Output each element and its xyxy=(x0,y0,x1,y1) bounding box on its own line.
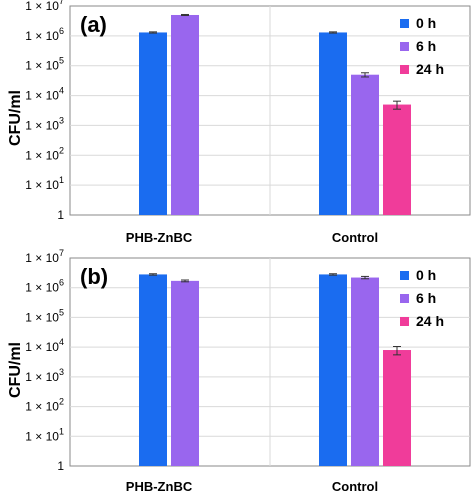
legend-swatch xyxy=(400,294,409,303)
legend-swatch xyxy=(400,65,409,74)
bar-0h-control xyxy=(319,32,347,215)
y-tick-label: 1 × 107 xyxy=(25,248,64,265)
legend-label: 0 h xyxy=(416,15,436,31)
y-tick-label: 1 xyxy=(57,459,64,473)
legend-swatch xyxy=(400,42,409,51)
y-tick-label: 1 × 107 xyxy=(25,0,64,13)
legend-label: 24 h xyxy=(416,61,444,77)
bar-6h-phb-znbc xyxy=(171,14,199,215)
bar-6h-control xyxy=(351,277,379,466)
y-axis-label: CFU/ml xyxy=(7,90,24,146)
y-tick-label: 1 × 101 xyxy=(25,175,64,192)
category-label: PHB-ZnBC xyxy=(126,479,193,494)
legend-label: 0 h xyxy=(416,267,436,283)
y-tick-label: 1 × 104 xyxy=(25,86,64,103)
chart-panel-a: 1 1 × 101 1 × 102 1 × 103 1 × 104 1 × 105 1 × … xyxy=(7,0,471,245)
legend-swatch xyxy=(400,19,409,28)
panel-label: (b) xyxy=(80,264,108,289)
y-tick-label: 1 × 102 xyxy=(25,397,64,414)
y-tick-label: 1 × 106 xyxy=(25,278,64,295)
bar-0h-phb-znbc xyxy=(139,32,167,215)
chart-panel-b: 1 1 × 101 1 × 102 1 × 103 1 × 104 1 × 105 1 × … xyxy=(7,248,471,494)
bar-6h-phb-znbc xyxy=(171,280,199,466)
y-tick-label: 1 × 104 xyxy=(25,337,64,354)
legend-swatch xyxy=(400,317,409,326)
y-tick-label: 1 × 105 xyxy=(25,307,64,324)
y-axis-label: CFU/ml xyxy=(7,342,24,398)
bar-24h-control xyxy=(383,350,411,466)
legend-swatch xyxy=(400,271,409,280)
y-tick-label: 1 × 103 xyxy=(25,367,64,384)
y-tick-label: 1 × 103 xyxy=(25,115,64,132)
y-tick-label: 1 × 106 xyxy=(25,26,64,43)
panel-label: (a) xyxy=(80,12,107,37)
legend-label: 24 h xyxy=(416,313,444,329)
y-tick-label: 1 × 102 xyxy=(25,145,64,162)
y-tick-label: 1 xyxy=(57,208,64,222)
legend-label: 6 h xyxy=(416,290,436,306)
y-tick-label: 1 × 101 xyxy=(25,426,64,443)
y-tick-label: 1 × 105 xyxy=(25,56,64,73)
category-label: Control xyxy=(332,230,378,245)
category-label: PHB-ZnBC xyxy=(126,230,193,245)
bar-6h-control xyxy=(351,74,379,215)
bar-0h-control xyxy=(319,274,347,466)
category-label: Control xyxy=(332,479,378,494)
legend-label: 6 h xyxy=(416,38,436,54)
bar-24h-control xyxy=(383,104,411,215)
bar-0h-phb-znbc xyxy=(139,274,167,466)
